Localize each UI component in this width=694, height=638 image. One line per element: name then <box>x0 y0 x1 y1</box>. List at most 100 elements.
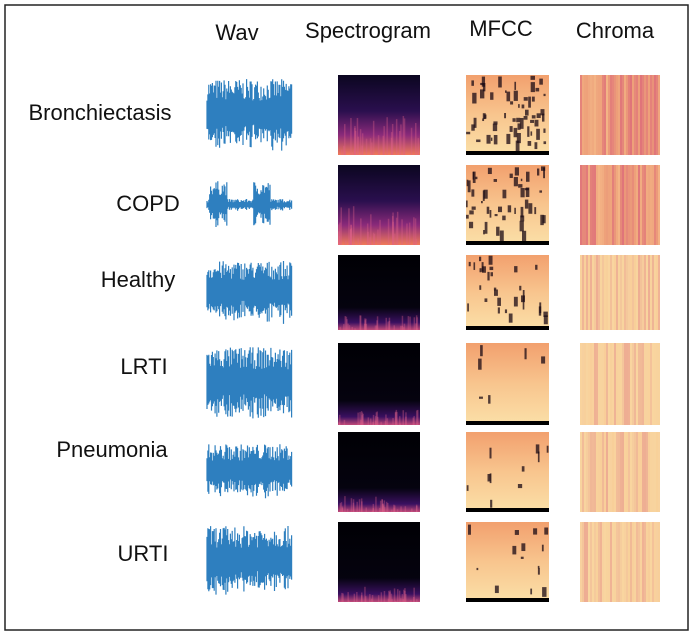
spectrogram-streak <box>372 424 374 425</box>
spectrogram-streak <box>354 328 356 330</box>
chroma-stripe <box>634 75 636 155</box>
chroma-stripe <box>580 432 582 512</box>
chroma-stripe <box>634 343 636 425</box>
spectrogram-streak <box>409 316 411 330</box>
spectrogram-streak <box>412 417 414 425</box>
chroma-stripe <box>640 75 642 155</box>
spectrogram-streak <box>395 217 398 245</box>
spectrogram-streak <box>403 118 406 155</box>
mfcc-streak <box>541 544 544 552</box>
mfcc-streak <box>490 499 493 508</box>
spectrogram-streak <box>356 592 358 602</box>
spectrogram-streak <box>390 593 393 602</box>
chroma-stripe <box>638 343 640 425</box>
mfcc-streak <box>519 118 524 129</box>
mfcc-streak <box>515 140 520 153</box>
chroma-stripe <box>612 522 614 602</box>
mfcc-bar <box>466 151 549 155</box>
chroma-stripe <box>588 165 590 245</box>
spectrogram-streak <box>365 596 367 602</box>
row-label: URTI <box>118 541 169 566</box>
spectrogram-streak <box>374 420 377 425</box>
spectrogram-streak <box>411 508 413 512</box>
spectrogram-streak <box>372 414 375 425</box>
row-label: Pneumonia <box>56 437 168 462</box>
spectrogram-streak <box>393 507 395 512</box>
chroma-stripe <box>658 522 660 602</box>
mfcc-streak <box>533 528 538 535</box>
chroma-stripe <box>654 165 656 245</box>
chroma-stripe <box>596 165 598 245</box>
mfcc-streak <box>522 230 527 241</box>
spectrogram-streak <box>356 501 358 512</box>
spectrogram <box>338 343 420 425</box>
mfcc-streak <box>493 121 498 125</box>
spectrogram-streak <box>343 419 346 425</box>
spectrogram-streak <box>381 499 383 512</box>
spectrogram-streak <box>347 592 349 602</box>
chroma-stripe <box>652 255 654 330</box>
chroma-stripe <box>622 75 624 155</box>
spectrogram-streak <box>361 412 364 425</box>
mfcc-streak <box>490 137 493 141</box>
chroma-stripe <box>618 432 620 512</box>
spectrogram-streak <box>354 128 356 155</box>
spectrogram-streak <box>345 316 348 330</box>
chroma-stripe <box>652 165 654 245</box>
spectrogram-streak <box>358 499 361 512</box>
mfcc-streak <box>542 587 547 597</box>
mfcc-streak <box>493 135 498 145</box>
chroma-stripe <box>602 255 604 330</box>
mfcc-streak <box>544 527 549 535</box>
spectrogram-streak <box>388 590 390 602</box>
mfcc-streak <box>540 109 545 116</box>
spectrogram-streak <box>391 124 394 155</box>
chroma-stripe <box>622 432 624 512</box>
chroma-stripe <box>632 432 634 512</box>
chroma-stripe <box>632 343 634 425</box>
chroma-stripe <box>626 432 628 512</box>
mfcc-streak <box>535 87 540 92</box>
chroma-stripe <box>628 75 630 155</box>
mfcc-streak <box>467 180 471 193</box>
chroma-stripe <box>620 522 622 602</box>
spectrogram-streak <box>341 506 344 512</box>
spectrogram-streak <box>384 507 386 512</box>
chroma-stripe <box>640 522 642 602</box>
chroma <box>580 522 660 602</box>
spectrogram-streak <box>350 228 353 245</box>
spectrogram-streak <box>350 498 353 512</box>
chroma-stripe <box>622 165 624 245</box>
chroma-stripe <box>610 75 612 155</box>
spectrogram-streak <box>381 504 384 512</box>
chroma-stripe <box>652 432 654 512</box>
chroma-stripe <box>606 432 608 512</box>
spectrogram-streak <box>414 218 417 245</box>
spectrogram-streak <box>360 419 362 425</box>
spectrogram-tile <box>338 165 420 245</box>
chroma-stripe <box>604 255 606 330</box>
chroma-stripe <box>598 522 600 602</box>
mfcc-streak <box>524 348 527 360</box>
chroma-stripe <box>620 75 622 155</box>
chroma-stripe <box>644 75 646 155</box>
row-label: Healthy <box>101 267 176 292</box>
spectrogram-streak <box>376 424 378 425</box>
mfcc-streak <box>537 451 540 463</box>
spectrogram-streak <box>360 498 363 512</box>
mfcc-streak <box>480 89 485 99</box>
spectrogram-streak <box>343 324 345 330</box>
spectrogram-streak <box>398 590 401 602</box>
mfcc-streak <box>525 187 530 198</box>
mfcc-streak <box>502 215 506 221</box>
mfcc-streak <box>506 133 511 145</box>
chroma-stripe <box>612 432 614 512</box>
mfcc-streak <box>542 215 546 224</box>
chroma-stripe <box>634 165 636 245</box>
chroma-stripe <box>608 343 610 425</box>
spectrogram-streak <box>415 315 418 330</box>
column-header: Wav <box>215 20 258 45</box>
wave-path <box>206 181 293 227</box>
spectrogram-streak <box>341 507 344 512</box>
spectrogram <box>338 522 420 602</box>
